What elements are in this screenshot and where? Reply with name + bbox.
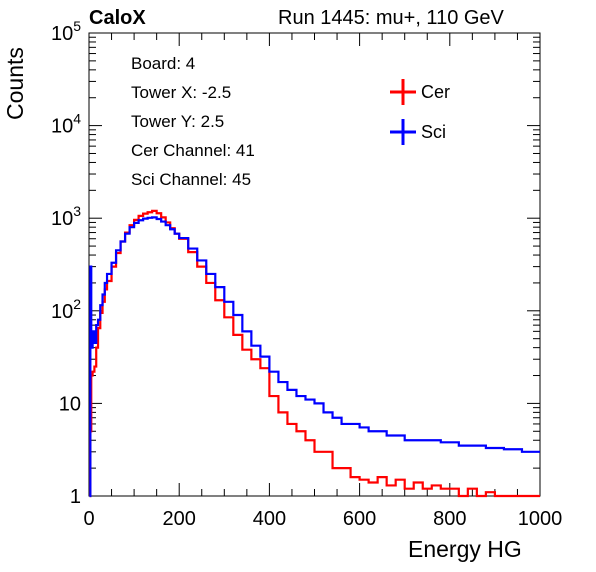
caption-left: CaloX xyxy=(89,7,146,29)
info-box: Board: 4 Tower X: -2.5 Tower Y: 2.5 Cer … xyxy=(124,50,360,198)
y-tick-label: 1 xyxy=(70,486,81,508)
legend-marker-sci xyxy=(390,119,416,145)
y-tick-label: 102 xyxy=(51,296,81,323)
info-tower-x: Tower X: -2.5 xyxy=(131,83,232,102)
y-tick-label: 105 xyxy=(51,18,81,45)
x-tick-label: 800 xyxy=(433,508,466,530)
series-line-cer xyxy=(89,209,540,498)
x-tick-label: 600 xyxy=(343,508,376,530)
legend: Cer Sci xyxy=(388,74,478,150)
y-axis-label: Counts xyxy=(2,47,28,120)
caption-right: Run 1445: mu+, 110 GeV xyxy=(278,7,504,29)
x-tick-label: 400 xyxy=(253,508,286,530)
y-tick-label: 10 xyxy=(59,393,81,415)
legend-item-cer: Cer xyxy=(388,76,478,106)
legend-label-cer: Cer xyxy=(421,82,451,102)
legend-label-sci: Sci xyxy=(421,122,447,142)
y-tick-label: 103 xyxy=(51,203,81,230)
x-tick-label: 1000 xyxy=(518,508,563,530)
series-line-sci xyxy=(89,216,540,498)
info-sci-channel: Sci Channel: 45 xyxy=(131,170,252,189)
legend-marker-cer xyxy=(390,79,416,105)
x-tick-label: 0 xyxy=(83,508,94,530)
legend-item-sci: Sci xyxy=(388,116,478,146)
tick-labels: 0 200 400 600 800 1000 1 10 102 103 104 105 xyxy=(51,18,562,530)
info-cer-channel: Cer Channel: 41 xyxy=(131,141,255,160)
y-tick-label: 104 xyxy=(51,111,81,138)
x-tick-label: 200 xyxy=(163,508,196,530)
info-board: Board: 4 xyxy=(131,54,196,73)
series-lines xyxy=(89,209,540,498)
info-tower-y: Tower Y: 2.5 xyxy=(131,112,225,131)
axis-ticks xyxy=(88,32,541,497)
x-axis-label: Energy HG xyxy=(408,536,522,562)
